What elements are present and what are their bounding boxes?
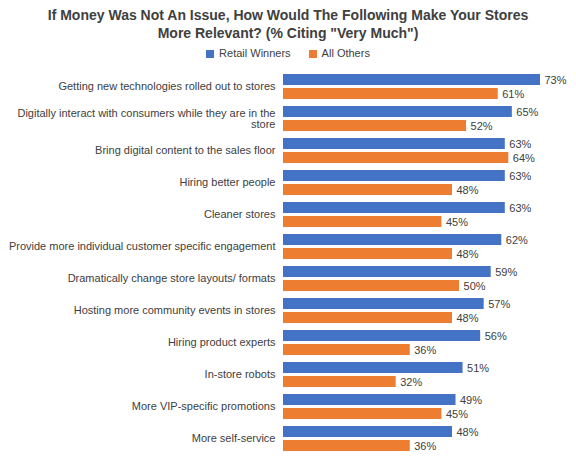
svg-text:Hiring better people: Hiring better people <box>179 176 275 188</box>
svg-text:59%: 59% <box>495 266 517 278</box>
svg-text:Hosting more community events: Hosting more community events in stores <box>74 304 276 316</box>
svg-text:52%: 52% <box>471 120 493 132</box>
svg-text:56%: 56% <box>485 330 507 342</box>
html-text:Retail Winners: Retail Winners <box>219 47 291 59</box>
svg-text:48%: 48% <box>456 426 478 438</box>
svg-text:63%: 63% <box>509 138 531 150</box>
svg-text:Dramatically change store layo: Dramatically change store layouts/ forma… <box>68 272 276 284</box>
svg-text:48%: 48% <box>456 312 478 324</box>
svg-text:More self-service: More self-service <box>192 432 276 444</box>
svg-text:36%: 36% <box>414 440 436 452</box>
svg-text:Cleaner stores: Cleaner stores <box>204 208 276 220</box>
svg-text:Provide more individual custom: Provide more individual customer specifi… <box>9 240 276 252</box>
svg-text:63%: 63% <box>509 170 531 182</box>
svg-text:Hiring product experts: Hiring product experts <box>168 336 276 348</box>
svg-text:63%: 63% <box>509 202 531 214</box>
svg-text:36%: 36% <box>414 344 436 356</box>
svg-text:50%: 50% <box>464 280 486 292</box>
svg-text:49%: 49% <box>460 394 482 406</box>
svg-text:73%: 73% <box>545 74 567 86</box>
svg-text:61%: 61% <box>502 88 524 100</box>
svg-text:More VIP-specific promotions: More VIP-specific promotions <box>132 400 276 412</box>
svg-text:Getting new technologies rolle: Getting new technologies rolled out to s… <box>58 80 276 92</box>
svg-text:Digitally interact with consum: Digitally interact with consumers while … <box>17 107 275 130</box>
svg-text:51%: 51% <box>467 362 489 374</box>
html-text:If Money Was Not An Issue, How: If Money Was Not An Issue, How Would The… <box>47 7 529 41</box>
svg-text:In-store robots: In-store robots <box>205 368 276 380</box>
svg-text:65%: 65% <box>516 106 538 118</box>
svg-text:48%: 48% <box>456 248 478 260</box>
svg-text:48%: 48% <box>456 184 478 196</box>
svg-text:64%: 64% <box>513 152 535 164</box>
svg-text:45%: 45% <box>446 216 468 228</box>
svg-text:45%: 45% <box>446 408 468 420</box>
html-text:All Others: All Others <box>321 47 370 59</box>
svg-text:Bring digital content to the s: Bring digital content to the sales floor <box>95 144 276 156</box>
svg-text:32%: 32% <box>400 376 422 388</box>
svg-text:62%: 62% <box>506 234 528 246</box>
svg-text:57%: 57% <box>488 298 510 310</box>
